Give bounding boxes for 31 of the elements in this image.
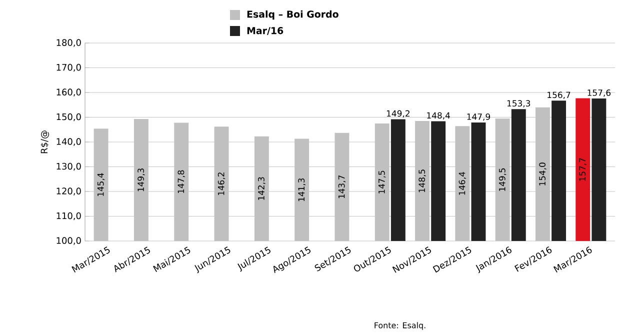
- y-tick-label: 120,0: [56, 188, 81, 196]
- data-label: 143,7: [338, 176, 346, 198]
- data-label: 148,4: [427, 112, 450, 120]
- legend-label: Mar/16: [247, 27, 284, 35]
- y-tick-label: 100,0: [56, 237, 81, 245]
- data-label: 141,3: [298, 178, 306, 202]
- y-tick-label: 150,0: [56, 113, 81, 122]
- data-label: 154,0: [539, 162, 546, 186]
- y-axis-title: R$/@: [40, 130, 49, 154]
- data-label: 149,2: [387, 110, 410, 118]
- data-label: 153,3: [507, 100, 530, 108]
- y-tick-label: 140,0: [56, 138, 81, 146]
- y-tick-label: 130,0: [56, 162, 81, 171]
- y-tick-label: 170,0: [56, 64, 81, 72]
- data-label: 142,3: [258, 177, 266, 200]
- data-label: 157,6: [588, 89, 611, 97]
- data-label: 148,5: [418, 170, 426, 192]
- y-tick-label: 160,0: [56, 88, 81, 96]
- data-label: 149,3: [138, 168, 145, 192]
- data-label: 156,7: [548, 92, 570, 99]
- data-label: 149,5: [498, 168, 506, 191]
- data-label: 147,5: [378, 170, 386, 194]
- y-tick-label: 180,0: [56, 39, 81, 47]
- data-label: 147,9: [467, 113, 490, 121]
- data-label: 146,4: [458, 172, 466, 195]
- data-label: 157,7: [579, 158, 586, 181]
- y-tick-label: 110,0: [56, 212, 81, 220]
- legend-label: Esalq – Boi Gordo: [247, 10, 338, 20]
- data-label: 147,8: [178, 170, 185, 194]
- data-label: 146,2: [218, 172, 226, 196]
- data-label: 145,4: [97, 173, 105, 196]
